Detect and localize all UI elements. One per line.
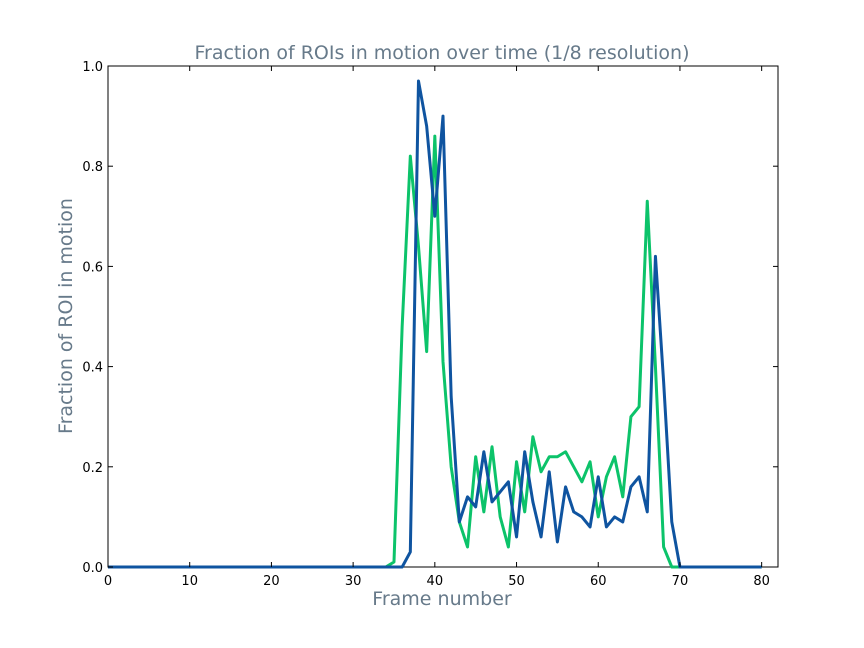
chart-title: Fraction of ROIs in motion over time (1/… bbox=[194, 42, 689, 64]
x-tick-label-30: 30 bbox=[345, 574, 362, 589]
y-tick-label-2: 0.4 bbox=[82, 361, 103, 376]
series-line-2 bbox=[108, 79, 762, 569]
x-tick-label-70: 70 bbox=[672, 574, 689, 589]
plot-frame bbox=[107, 65, 779, 568]
x-tick-label-20: 20 bbox=[263, 574, 280, 589]
x-tick-label-60: 60 bbox=[590, 574, 607, 589]
x-tick-label-50: 50 bbox=[508, 574, 525, 589]
y-tick-label-4: 0.8 bbox=[82, 160, 103, 175]
x-axis-title: Frame number bbox=[372, 588, 512, 610]
y-tick-label-3: 0.6 bbox=[82, 260, 103, 275]
y-tick-label-5: 1.0 bbox=[82, 60, 103, 75]
y-tick-label-0: 0.0 bbox=[82, 561, 103, 576]
series-layer bbox=[108, 79, 762, 569]
y-tick-label-1: 0.2 bbox=[82, 461, 103, 476]
plot-area bbox=[107, 65, 779, 569]
x-tick-label-10: 10 bbox=[181, 574, 198, 589]
x-tick-label-80: 80 bbox=[753, 574, 770, 589]
y-axis: 0.0 0.2 0.4 0.6 0.8 1.0 bbox=[82, 60, 778, 576]
x-axis: 0 10 20 30 40 50 60 70 80 bbox=[104, 66, 770, 589]
y-axis-title: Fraction of ROI in motion bbox=[55, 198, 77, 434]
x-tick-label-40: 40 bbox=[427, 574, 444, 589]
x-tick-label-0: 0 bbox=[104, 574, 112, 589]
